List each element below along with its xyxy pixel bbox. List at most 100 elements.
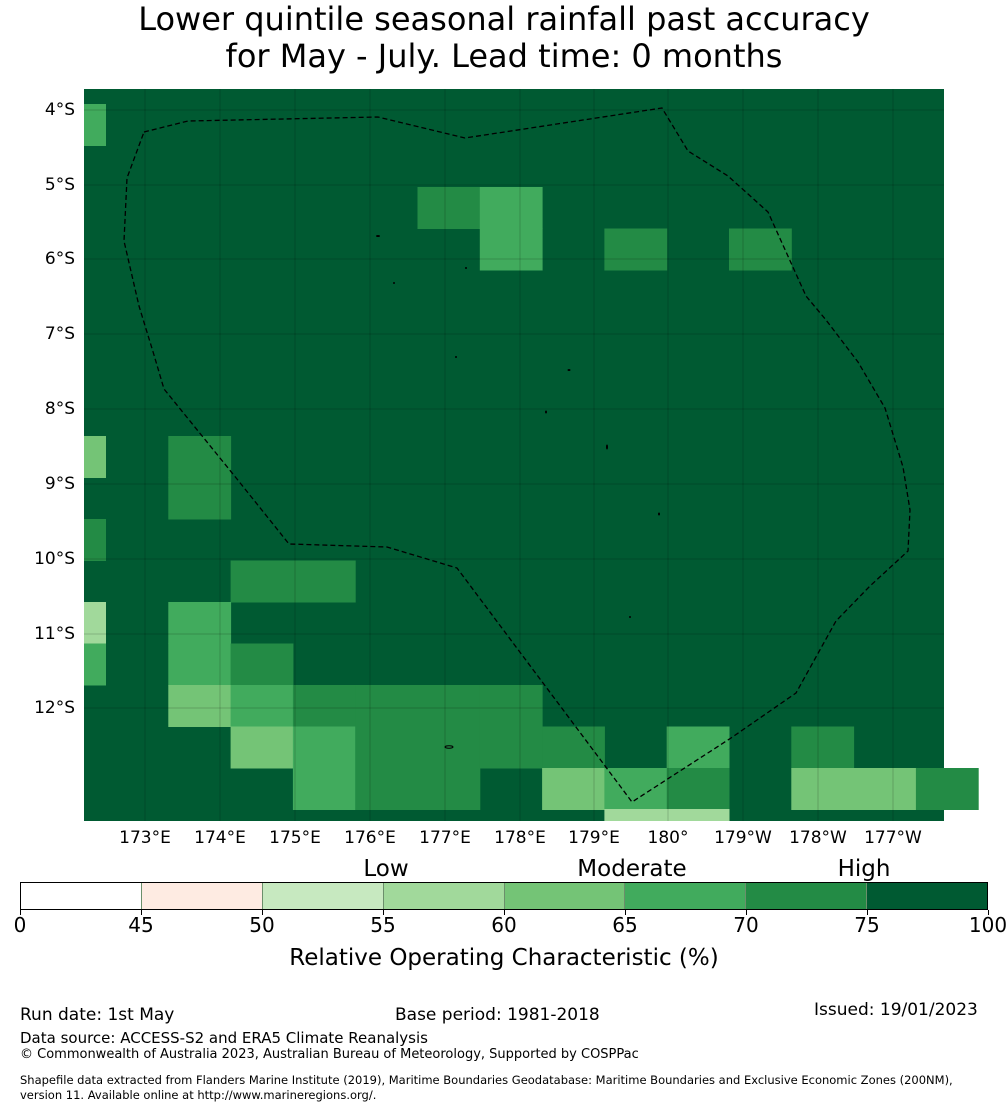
map-cell — [853, 768, 917, 810]
map-cell — [230, 726, 294, 769]
colorbar-tick-mark — [988, 910, 989, 915]
map-cell — [666, 768, 730, 810]
longitude-label: 180° — [647, 828, 689, 848]
copyright-notice: © Commonwealth of Australia 2023, Austra… — [20, 1047, 639, 1062]
longitude-label: 178°E — [494, 828, 546, 848]
colorbar-tick-label: 100 — [968, 913, 1008, 937]
latitude-label: 4°S — [44, 100, 75, 120]
colorbar-tick-label: 65 — [612, 913, 638, 937]
colorbar-tick-label: 0 — [13, 913, 27, 937]
longitude-label: 177°E — [419, 828, 471, 848]
colorbar-segment — [503, 883, 625, 909]
colorbar-tick-mark — [625, 910, 626, 915]
colorbar-segment — [261, 883, 383, 909]
colorbar-tick-mark — [867, 910, 868, 915]
map-cell — [292, 768, 356, 810]
map-cell — [417, 726, 481, 769]
map-cell-partial — [604, 809, 668, 821]
map-cell — [604, 768, 668, 810]
colorbar-segment — [624, 883, 746, 909]
colorbar-tick-mark — [20, 910, 21, 915]
latitude-label: 8°S — [44, 399, 75, 419]
map-cell — [666, 726, 730, 769]
map-cell — [292, 726, 356, 769]
colorbar-label: Relative Operating Characteristic (%) — [289, 945, 719, 971]
colorbar-segment — [140, 883, 262, 909]
map-title-line-1: Lower quintile seasonal rainfall past ac… — [138, 0, 870, 38]
longitude-label: 173°E — [119, 828, 171, 848]
map-cell-edge — [84, 519, 106, 561]
map-cell — [915, 768, 979, 810]
map-cell-edge — [84, 436, 106, 478]
latitude-label: 11°S — [34, 624, 75, 644]
colorbar-tick-mark — [504, 910, 505, 915]
map-cell — [230, 643, 294, 686]
map-cell — [417, 685, 481, 727]
map-cell — [604, 228, 668, 271]
data-source: Data source: ACCESS-S2 and ERA5 Climate … — [20, 1029, 428, 1047]
base-period: Base period: 1981-2018 — [395, 1005, 600, 1025]
map-gridlines — [84, 89, 944, 821]
colorbar-segment — [745, 883, 867, 909]
map-cell — [791, 726, 855, 769]
latitude-label: 12°S — [34, 698, 75, 718]
map-cell — [479, 685, 543, 727]
map-cell — [479, 228, 543, 271]
map-cell — [292, 685, 356, 727]
map-cell — [791, 768, 855, 810]
longitude-label: 176°E — [344, 828, 396, 848]
run-date: Run date: 1st May — [20, 1005, 175, 1025]
colorbar-tick-label: 55 — [370, 913, 396, 937]
map-cell — [230, 560, 294, 603]
category-low-label: Low — [363, 856, 409, 882]
colorbar-tick-label: 70 — [733, 913, 759, 937]
map-cell — [292, 560, 356, 603]
issued-date: Issued: 19/01/2023 — [814, 1000, 978, 1020]
map-cells — [84, 89, 979, 821]
colorbar-tick-mark — [383, 910, 384, 915]
longitude-label: 177°W — [864, 828, 922, 848]
colorbar-segment — [382, 883, 504, 909]
map-cell — [479, 726, 543, 769]
colorbar-tick-mark — [141, 910, 142, 915]
latitude-label: 5°S — [44, 175, 75, 195]
longitude-label: 179°E — [568, 828, 620, 848]
map-cell — [168, 685, 232, 727]
map-cell — [168, 436, 232, 478]
map-cell — [417, 187, 481, 229]
shapefile-credit-line-2: version 11. Available online at http://w… — [20, 1088, 377, 1102]
map-cell-edge — [84, 602, 106, 644]
category-moderate-label: Moderate — [577, 856, 687, 882]
map-cell — [542, 768, 605, 810]
colorbar-tick-label: 45 — [128, 913, 154, 937]
map-cell-edge — [84, 104, 106, 146]
map-cell — [729, 228, 792, 271]
map-cell — [542, 726, 605, 769]
map-cell — [355, 685, 418, 727]
colorbar-segment — [866, 883, 987, 909]
map-cell — [479, 187, 543, 229]
latitude-label: 6°S — [44, 249, 75, 269]
map-cell — [168, 643, 232, 686]
map-cell — [168, 602, 232, 644]
map-cell — [168, 477, 232, 520]
colorbar-tick-label: 75 — [854, 913, 880, 937]
latitude-label: 7°S — [44, 324, 75, 344]
colorbar-tick-mark — [262, 910, 263, 915]
longitude-label: 174°E — [194, 828, 246, 848]
map-cell — [355, 726, 418, 769]
category-high-label: High — [837, 856, 891, 882]
map-cell-edge — [84, 643, 106, 686]
map-title-line-2: for May - July. Lead time: 0 months — [225, 37, 783, 75]
colorbar-tick-label: 60 — [491, 913, 517, 937]
map-cell — [355, 768, 418, 810]
colorbar-tick-label: 50 — [249, 913, 275, 937]
atolls — [376, 235, 660, 749]
latitude-label: 9°S — [44, 474, 75, 494]
longitude-label: 178°W — [789, 828, 847, 848]
longitude-label: 179°W — [714, 828, 772, 848]
eez-boundary — [123, 107, 911, 803]
map-cell-partial — [666, 809, 730, 821]
map-cell — [230, 685, 294, 727]
